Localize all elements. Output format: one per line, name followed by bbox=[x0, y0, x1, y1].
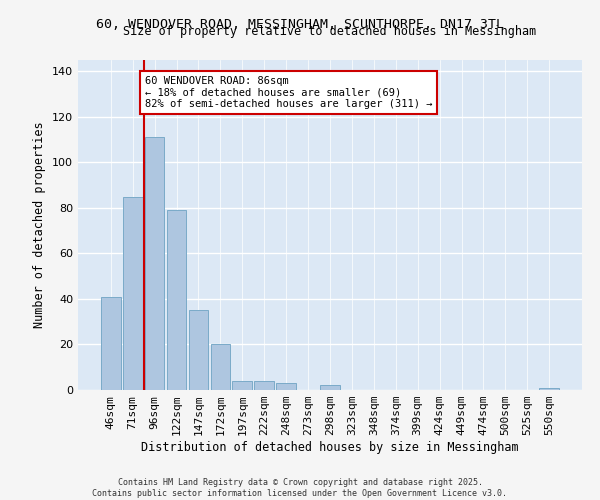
Bar bbox=[101, 296, 121, 390]
Bar bbox=[188, 310, 208, 390]
Y-axis label: Number of detached properties: Number of detached properties bbox=[34, 122, 46, 328]
Bar bbox=[320, 386, 340, 390]
Bar bbox=[276, 383, 296, 390]
Text: 60 WENDOVER ROAD: 86sqm
← 18% of detached houses are smaller (69)
82% of semi-de: 60 WENDOVER ROAD: 86sqm ← 18% of detache… bbox=[145, 76, 432, 109]
Bar bbox=[211, 344, 230, 390]
Bar bbox=[167, 210, 187, 390]
Text: Contains HM Land Registry data © Crown copyright and database right 2025.
Contai: Contains HM Land Registry data © Crown c… bbox=[92, 478, 508, 498]
Title: Size of property relative to detached houses in Messingham: Size of property relative to detached ho… bbox=[124, 25, 536, 38]
Bar bbox=[539, 388, 559, 390]
Bar bbox=[232, 381, 252, 390]
Bar bbox=[145, 138, 164, 390]
Bar bbox=[123, 196, 143, 390]
X-axis label: Distribution of detached houses by size in Messingham: Distribution of detached houses by size … bbox=[141, 441, 519, 454]
Text: 60, WENDOVER ROAD, MESSINGHAM, SCUNTHORPE, DN17 3TL: 60, WENDOVER ROAD, MESSINGHAM, SCUNTHORP… bbox=[96, 18, 504, 30]
Bar bbox=[254, 381, 274, 390]
